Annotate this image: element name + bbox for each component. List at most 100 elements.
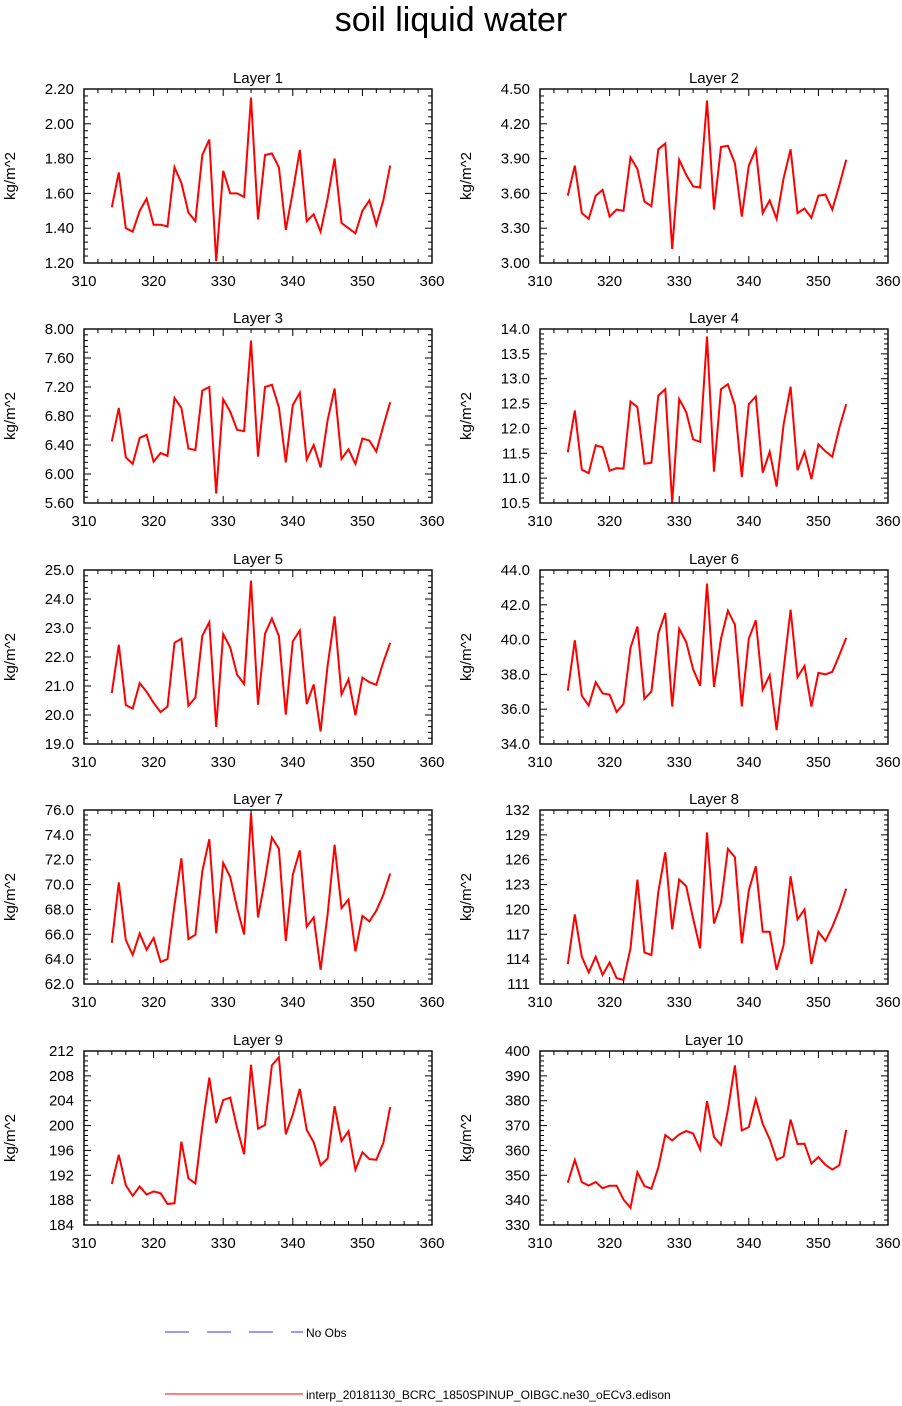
- x-tick-label: 340: [280, 754, 305, 771]
- x-tick-label: 320: [597, 754, 622, 771]
- y-tick-label: 208: [49, 1068, 74, 1085]
- y-tick-label: 19.0: [45, 736, 74, 753]
- y-tick-label: 66.0: [45, 926, 74, 943]
- y-tick-label: 24.0: [45, 591, 74, 608]
- y-tick-label: 13.5: [501, 346, 530, 363]
- y-axis-label: kg/m^2: [458, 392, 475, 440]
- x-tick-label: 320: [141, 754, 166, 771]
- y-tick-label: 23.0: [45, 620, 74, 637]
- y-tick-label: 6.80: [45, 408, 74, 425]
- y-tick-label: 70.0: [45, 877, 74, 894]
- y-axis-label: kg/m^2: [2, 633, 19, 681]
- x-tick-label: 360: [875, 513, 900, 530]
- y-tick-label: 350: [505, 1167, 530, 1184]
- y-tick-label: 117: [506, 926, 530, 943]
- y-tick-label: 40.0: [501, 632, 530, 649]
- x-tick-label: 320: [597, 994, 622, 1011]
- panel-layer-8: Layer 8 kg/m^2 310 320 330 340 350 360 111 114 117…: [458, 791, 901, 1011]
- series-line: [566, 583, 848, 731]
- x-tick-label: 350: [350, 1235, 375, 1252]
- y-tick-label: 380: [505, 1093, 530, 1110]
- series-line: [566, 1065, 848, 1211]
- x-tick-label: 320: [597, 1235, 622, 1252]
- x-tick-label: 350: [806, 513, 831, 530]
- panel-title: Layer 6: [689, 551, 739, 568]
- x-tick-label: 330: [211, 273, 236, 290]
- x-tick-label: 330: [667, 513, 692, 530]
- y-tick-label: 11.0: [502, 470, 530, 487]
- x-tick-label: 340: [280, 513, 305, 530]
- panel-layer-4: Layer 4 kg/m^2 310 320 330 340 350 360 10.5 11.0 1…: [458, 310, 901, 530]
- y-tick-label: 200: [49, 1118, 74, 1135]
- y-tick-label: 6.00: [45, 466, 74, 483]
- panel-title: Layer 5: [233, 551, 283, 568]
- x-tick-label: 350: [806, 994, 831, 1011]
- x-tick-label: 360: [419, 994, 444, 1011]
- panel-layer-3: Layer 3 kg/m^2 310 320 330 340 350 360 5.60 6.00 6…: [2, 310, 445, 530]
- y-axis-label: kg/m^2: [2, 152, 19, 200]
- x-tick-label: 320: [597, 513, 622, 530]
- series-line: [566, 832, 848, 982]
- x-tick-label: 350: [806, 754, 831, 771]
- y-tick-label: 7.20: [45, 379, 74, 396]
- x-tick-label: 360: [875, 754, 900, 771]
- y-tick-label: 4.20: [501, 116, 530, 133]
- x-tick-label: 350: [350, 754, 375, 771]
- y-tick-label: 20.0: [45, 707, 74, 724]
- plot-frame: [83, 1050, 433, 1226]
- panel-title: Layer 2: [689, 70, 739, 87]
- y-tick-label: 3.90: [501, 151, 530, 168]
- panel-title: Layer 10: [685, 1032, 743, 1049]
- y-tick-label: 123: [505, 877, 530, 894]
- y-tick-label: 370: [505, 1118, 530, 1135]
- x-tick-label: 360: [419, 1235, 444, 1252]
- panel-title: Layer 9: [233, 1032, 283, 1049]
- x-tick-label: 310: [71, 273, 96, 290]
- y-tick-label: 42.0: [501, 597, 530, 614]
- y-tick-label: 204: [49, 1093, 74, 1110]
- x-tick-label: 360: [419, 754, 444, 771]
- panel-title: Layer 3: [233, 310, 283, 327]
- x-tick-label: 320: [141, 1235, 166, 1252]
- y-tick-label: 330: [505, 1217, 530, 1234]
- y-tick-label: 21.0: [45, 678, 74, 695]
- plot-frame: [83, 328, 433, 504]
- x-tick-label: 310: [527, 273, 552, 290]
- series-line: [110, 580, 392, 732]
- x-tick-label: 340: [280, 273, 305, 290]
- x-tick-label: 360: [419, 513, 444, 530]
- y-tick-label: 34.0: [501, 736, 530, 753]
- series-line: [110, 97, 392, 262]
- x-tick-label: 320: [141, 273, 166, 290]
- x-tick-label: 330: [211, 754, 236, 771]
- x-tick-label: 330: [667, 994, 692, 1011]
- x-tick-label: 340: [736, 994, 761, 1011]
- x-tick-label: 340: [736, 513, 761, 530]
- series-line: [110, 340, 392, 494]
- y-tick-label: 36.0: [501, 701, 530, 718]
- x-tick-label: 360: [875, 994, 900, 1011]
- x-tick-label: 320: [141, 513, 166, 530]
- y-tick-label: 126: [505, 852, 530, 869]
- plot-frame: [539, 328, 889, 504]
- panel-title: Layer 8: [689, 791, 739, 808]
- y-tick-label: 25.0: [45, 562, 74, 579]
- panel-layer-10: Layer 10 kg/m^2 310 320 330 340 350 360 330 340 35…: [458, 1032, 901, 1252]
- x-tick-label: 330: [211, 994, 236, 1011]
- y-tick-label: 3.30: [501, 220, 530, 237]
- y-tick-label: 74.0: [45, 827, 74, 844]
- panel-layer-5: Layer 5 kg/m^2 310 320 330 340 350 360 19.0 20.0 2…: [2, 551, 445, 771]
- x-tick-label: 350: [806, 273, 831, 290]
- panel-layer-2: Layer 2 kg/m^2 310 320 330 340 350 360 3.00 3.30 3…: [458, 70, 901, 290]
- x-tick-label: 330: [667, 273, 692, 290]
- y-tick-label: 5.60: [45, 495, 74, 512]
- y-tick-label: 1.60: [45, 185, 74, 202]
- y-tick-label: 196: [49, 1142, 74, 1159]
- y-tick-label: 76.0: [45, 802, 74, 819]
- y-tick-label: 120: [505, 901, 530, 918]
- y-tick-label: 4.50: [501, 81, 530, 98]
- x-tick-label: 330: [667, 754, 692, 771]
- plot-frame: [83, 569, 433, 745]
- series-line: [566, 336, 848, 504]
- y-tick-label: 2.20: [45, 81, 74, 98]
